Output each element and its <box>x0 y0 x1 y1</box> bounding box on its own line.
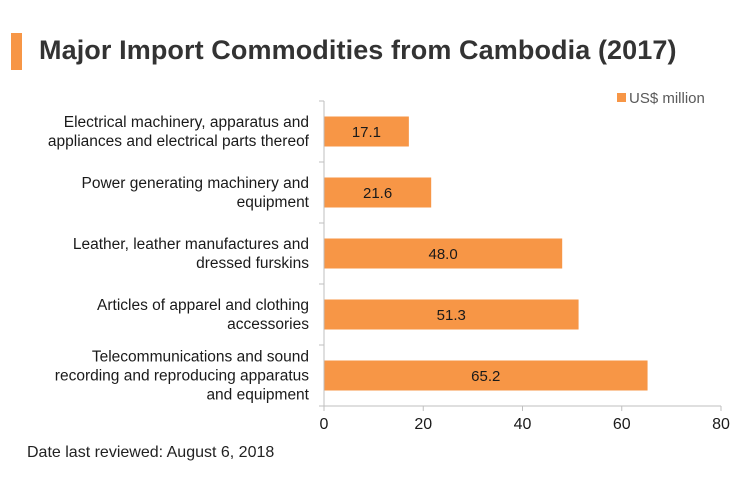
data-label: 65.2 <box>471 368 500 385</box>
category-label-line: accessories <box>227 316 309 333</box>
data-label: 51.3 <box>437 307 466 324</box>
category-label-line: Power generating machinery and <box>82 175 309 192</box>
category-label-line: Leather, leather manufactures and <box>73 236 309 253</box>
date-reviewed-note: Date last reviewed: August 6, 2018 <box>27 444 275 461</box>
data-label: 17.1 <box>352 124 381 141</box>
category-label-line: Articles of apparel and clothing <box>97 297 309 314</box>
x-tick-label: 60 <box>613 416 631 433</box>
category-label: Power generating machinery and equipment <box>82 175 310 211</box>
legend-label: US$ million <box>629 90 705 107</box>
data-label: 21.6 <box>363 185 392 202</box>
category-label: Electrical machinery, apparatus and appli… <box>48 114 310 150</box>
category-label: Leather, leather manufactures and dressed… <box>73 236 309 272</box>
title-accent-bar <box>11 33 22 70</box>
category-label-line: recording and reproducing apparatus <box>55 368 309 385</box>
chart-title: Major Import Commodities from Cambodia (… <box>39 35 677 65</box>
category-label: Articles of apparel and clothing accessor… <box>97 297 309 333</box>
bar <box>324 238 563 269</box>
category-label-line: Electrical machinery, apparatus and <box>64 114 309 131</box>
x-tick-label: 40 <box>514 416 532 433</box>
x-tick-label: 0 <box>320 416 329 433</box>
data-label: 48.0 <box>428 246 457 263</box>
category-label-line: and equipment <box>206 387 309 404</box>
bar <box>324 116 409 147</box>
bar <box>324 299 579 330</box>
category-label-line: appliances and electrical parts thereof <box>48 133 310 150</box>
category-label-line: equipment <box>237 194 310 211</box>
category-label: Telecommunications and sound recording an… <box>55 349 310 404</box>
x-tick-label: 20 <box>414 416 432 433</box>
x-tick-label: 80 <box>712 416 730 433</box>
category-label-line: dressed furskins <box>196 255 309 272</box>
bar <box>324 177 432 208</box>
category-label-line: Telecommunications and sound <box>92 349 309 366</box>
legend-swatch <box>617 93 626 102</box>
bar <box>324 360 648 391</box>
